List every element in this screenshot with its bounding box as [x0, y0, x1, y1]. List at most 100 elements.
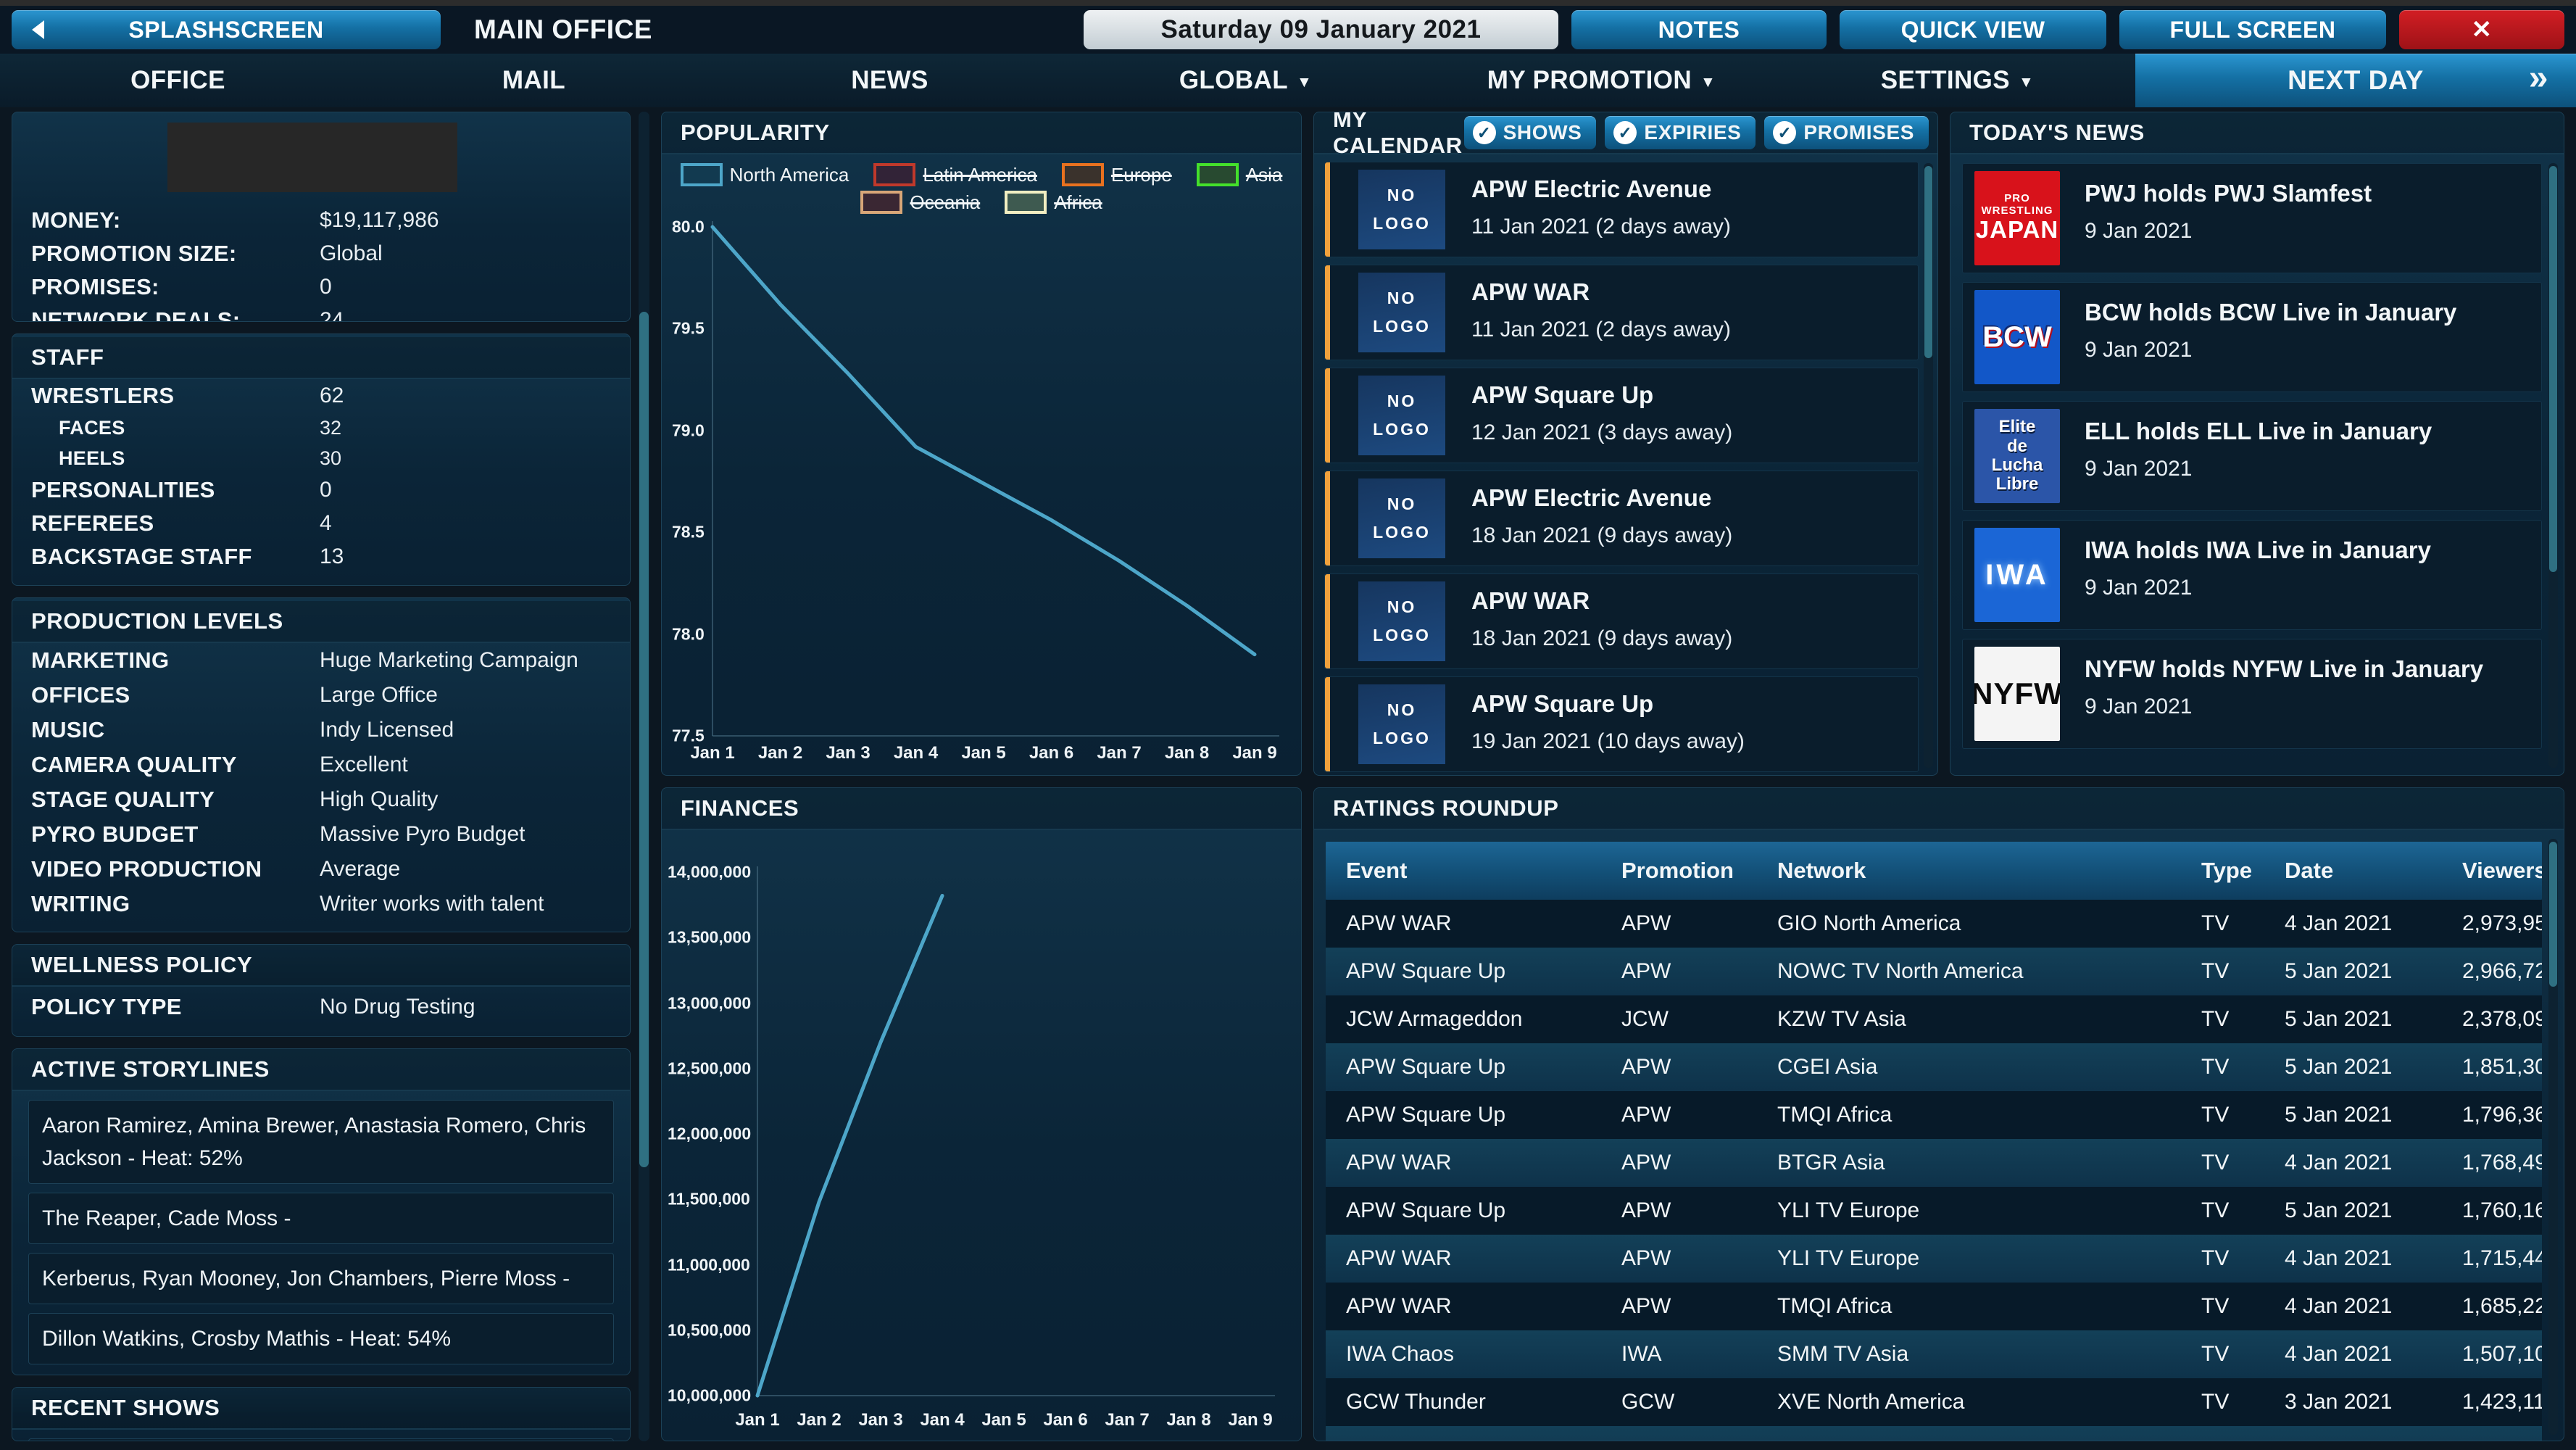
storyline-item[interactable]: Kerberus, Ryan Mooney, Jon Chambers, Pie… [28, 1253, 614, 1304]
ratings-scrollbar-thumb[interactable] [2549, 842, 2557, 987]
nav-my-promotion[interactable]: MY PROMOTION ▼ [1424, 54, 1779, 107]
table-row[interactable]: APW Square Up APW NOWC TV North America TV 5… [1326, 948, 2542, 995]
calendar-item[interactable]: NO LOGO APW WAR 18 Jan 2021 (9 days away) [1324, 573, 1919, 669]
table-row[interactable]: GCW Thunder GCW XVE North America TV 3 Jan 2… [1326, 1378, 2542, 1426]
legend-north-america[interactable]: North America [680, 163, 849, 186]
check-circle-icon: ✓ [1613, 121, 1637, 144]
news-date: 9 Jan 2021 [2085, 457, 2193, 481]
table-row[interactable]: APW WAR APW TMQI Africa TV 4 Jan 2021 1,685,2… [1326, 1283, 2542, 1330]
table-row[interactable]: APW Square Up APW YLI TV Europe TV 5 Jan 202… [1326, 1187, 2542, 1235]
recent-shows-panel-title: RECENT SHOWS [12, 1388, 630, 1430]
iwa-logo: IWA [1974, 528, 2060, 622]
production-row: MARKETING Huge Marketing Campaign [12, 643, 630, 678]
expiries-filter-button[interactable]: ✓ EXPIRIES [1605, 116, 1756, 149]
next-day-button[interactable]: NEXT DAY » [2135, 54, 2576, 107]
calendar-event-date: 18 Jan 2021 (9 days away) [1471, 626, 1733, 650]
storyline-item[interactable]: Dillon Watkins, Crosby Mathis - Heat: 54… [28, 1313, 614, 1364]
close-button[interactable]: ✕ [2399, 10, 2564, 49]
nav-global[interactable]: GLOBAL ▼ [1068, 54, 1424, 107]
news-item[interactable]: PRO WRESTLING JAPAN PWJ holds PWJ Slamfes… [1962, 163, 2542, 273]
check-circle-icon: ✓ [1472, 121, 1496, 144]
col-date[interactable]: Date [2285, 858, 2334, 883]
table-row[interactable]: APW Square Up APW TMQI Africa TV 5 Jan 2021 1… [1326, 1091, 2542, 1139]
news-scrollbar-thumb[interactable] [2549, 166, 2557, 572]
legend-africa[interactable]: Africa [1005, 191, 1102, 214]
promotion-size-label: PROMOTION SIZE: [31, 241, 237, 266]
legend-asia[interactable]: Asia [1196, 163, 1283, 186]
legend-label: Asia [1245, 163, 1283, 186]
sidebar: MONEY: $19,117,986 PROMOTION SIZE: Global … [12, 112, 631, 1441]
camera-quality-value: Excellent [320, 753, 408, 776]
legend-swatch [1196, 163, 1239, 186]
news-item[interactable]: IWA IWA holds IWA Live in January 9 Jan 2… [1962, 520, 2542, 630]
nyfw-logo: NYFW [1974, 647, 2060, 741]
legend-label: North America [729, 163, 849, 186]
col-viewers[interactable]: Viewers [2462, 858, 2542, 883]
ratings-scrollbar[interactable] [2548, 839, 2558, 1435]
table-row[interactable]: APW WAR APW GIO North America TV 4 Jan 2021 2… [1326, 900, 2542, 948]
calendar-scrollbar-thumb[interactable] [1924, 166, 1932, 358]
table-row[interactable]: APW WAR APW YLI TV Europe TV 4 Jan 2021 1,715… [1326, 1235, 2542, 1283]
pyro-budget-label: PYRO BUDGET [31, 821, 199, 847]
nav-settings[interactable]: SETTINGS ▼ [1779, 54, 2135, 107]
calendar-event-title: APW Electric Avenue [1471, 484, 1712, 511]
table-row[interactable]: IWA Chaos IWA SMM TV Asia TV 4 Jan 2021 1,507… [1326, 1330, 2542, 1378]
production-row: WRITING Writer works with talent [12, 887, 630, 921]
news-item[interactable]: NYFW NYFW holds NYFW Live in January 9 Ja… [1962, 639, 2542, 749]
col-promotion[interactable]: Promotion [1621, 858, 1734, 883]
sidebar-scrollbar-thumb[interactable] [639, 312, 649, 1167]
legend-swatch [873, 163, 916, 186]
news-item[interactable]: Elite de Lucha Libre ELL holds ELL Live in … [1962, 401, 2542, 511]
info-row: MONEY: $19,117,986 [12, 204, 630, 237]
storyline-item[interactable]: The Reaper, Cade Moss - [28, 1193, 614, 1244]
camera-quality-label: CAMERA QUALITY [31, 752, 237, 777]
legend-oceania[interactable]: Oceania [860, 191, 980, 214]
news-headline: PWJ holds PWJ Slamfest [2085, 180, 2372, 207]
production-row: STAGE QUALITY High Quality [12, 782, 630, 817]
col-type[interactable]: Type [2201, 858, 2253, 883]
writing-label: WRITING [31, 891, 130, 916]
storyline-item[interactable]: Aaron Ramirez, Amina Brewer, Anastasia R… [28, 1100, 614, 1184]
shows-filter-button[interactable]: ✓ SHOWS [1463, 116, 1597, 149]
col-network[interactable]: Network [1777, 858, 1866, 883]
calendar-panel-header: MY CALENDAR ✓ SHOWS ✓ EXPIRIES ✓ PROMISES [1314, 112, 1937, 158]
legend-latin-america[interactable]: Latin America [873, 163, 1037, 186]
table-row[interactable]: APW Square Up APW CGEI Asia TV 5 Jan 2021 1,8… [1326, 1043, 2542, 1091]
date-button[interactable]: Saturday 09 January 2021 [1084, 10, 1558, 49]
promises-filter-button[interactable]: ✓ PROMISES [1764, 116, 1929, 149]
quick-view-button[interactable]: QUICK VIEW [1840, 10, 2106, 49]
wrestlers-label: WRESTLERS [31, 383, 175, 408]
heels-value: 30 [320, 447, 342, 469]
faces-label: FACES [59, 416, 125, 439]
table-row[interactable]: JCW Armageddon JCW KZW TV Asia TV 5 Jan 2021… [1326, 995, 2542, 1043]
right-column: MY CALENDAR ✓ SHOWS ✓ EXPIRIES ✓ PROMISES N… [1313, 112, 2564, 1441]
news-item[interactable]: BCW BCW holds BCW Live in January 9 Jan 2… [1962, 282, 2542, 392]
recent-show-item[interactable]: APW Square Up - 5 Jan 2021 [28, 1438, 614, 1441]
calendar-item[interactable]: NO LOGO APW Square Up 19 Jan 2021 (10 day… [1324, 676, 1919, 772]
nav-news[interactable]: NEWS [712, 54, 1068, 107]
calendar-event-date: 11 Jan 2021 (2 days away) [1471, 215, 1731, 239]
next-day-label: NEXT DAY [2288, 65, 2424, 95]
nav-office[interactable]: OFFICE [0, 54, 356, 107]
calendar-item[interactable]: NO LOGO APW Electric Avenue 18 Jan 2021 (… [1324, 471, 1919, 566]
calendar-scrollbar[interactable] [1924, 163, 1933, 768]
legend-swatch [1061, 163, 1104, 186]
back-arrow-icon [32, 20, 44, 39]
notes-button[interactable]: NOTES [1571, 10, 1827, 49]
calendar-event-date: 12 Jan 2021 (3 days away) [1471, 420, 1733, 444]
legend-label: Africa [1054, 191, 1102, 213]
calendar-item[interactable]: NO LOGO APW Electric Avenue 11 Jan 2021 (… [1324, 162, 1919, 257]
calendar-item[interactable]: NO LOGO APW WAR 11 Jan 2021 (2 days away) [1324, 265, 1919, 360]
calendar-item[interactable]: NO LOGO APW Square Up 12 Jan 2021 (3 days… [1324, 368, 1919, 463]
legend-europe[interactable]: Europe [1061, 163, 1172, 186]
chevron-down-icon: ▼ [2019, 74, 2035, 91]
news-scrollbar[interactable] [2548, 163, 2558, 768]
full-screen-button[interactable]: FULL SCREEN [2119, 10, 2386, 49]
splashscreen-button[interactable]: SPLASHSCREEN [12, 10, 441, 49]
col-event[interactable]: Event [1346, 858, 1408, 883]
ratings-table-body: APW WAR APW GIO North America TV 4 Jan 2021 2… [1326, 900, 2542, 1441]
nav-mail[interactable]: MAIL [356, 54, 712, 107]
sidebar-scrollbar[interactable] [639, 112, 649, 1441]
